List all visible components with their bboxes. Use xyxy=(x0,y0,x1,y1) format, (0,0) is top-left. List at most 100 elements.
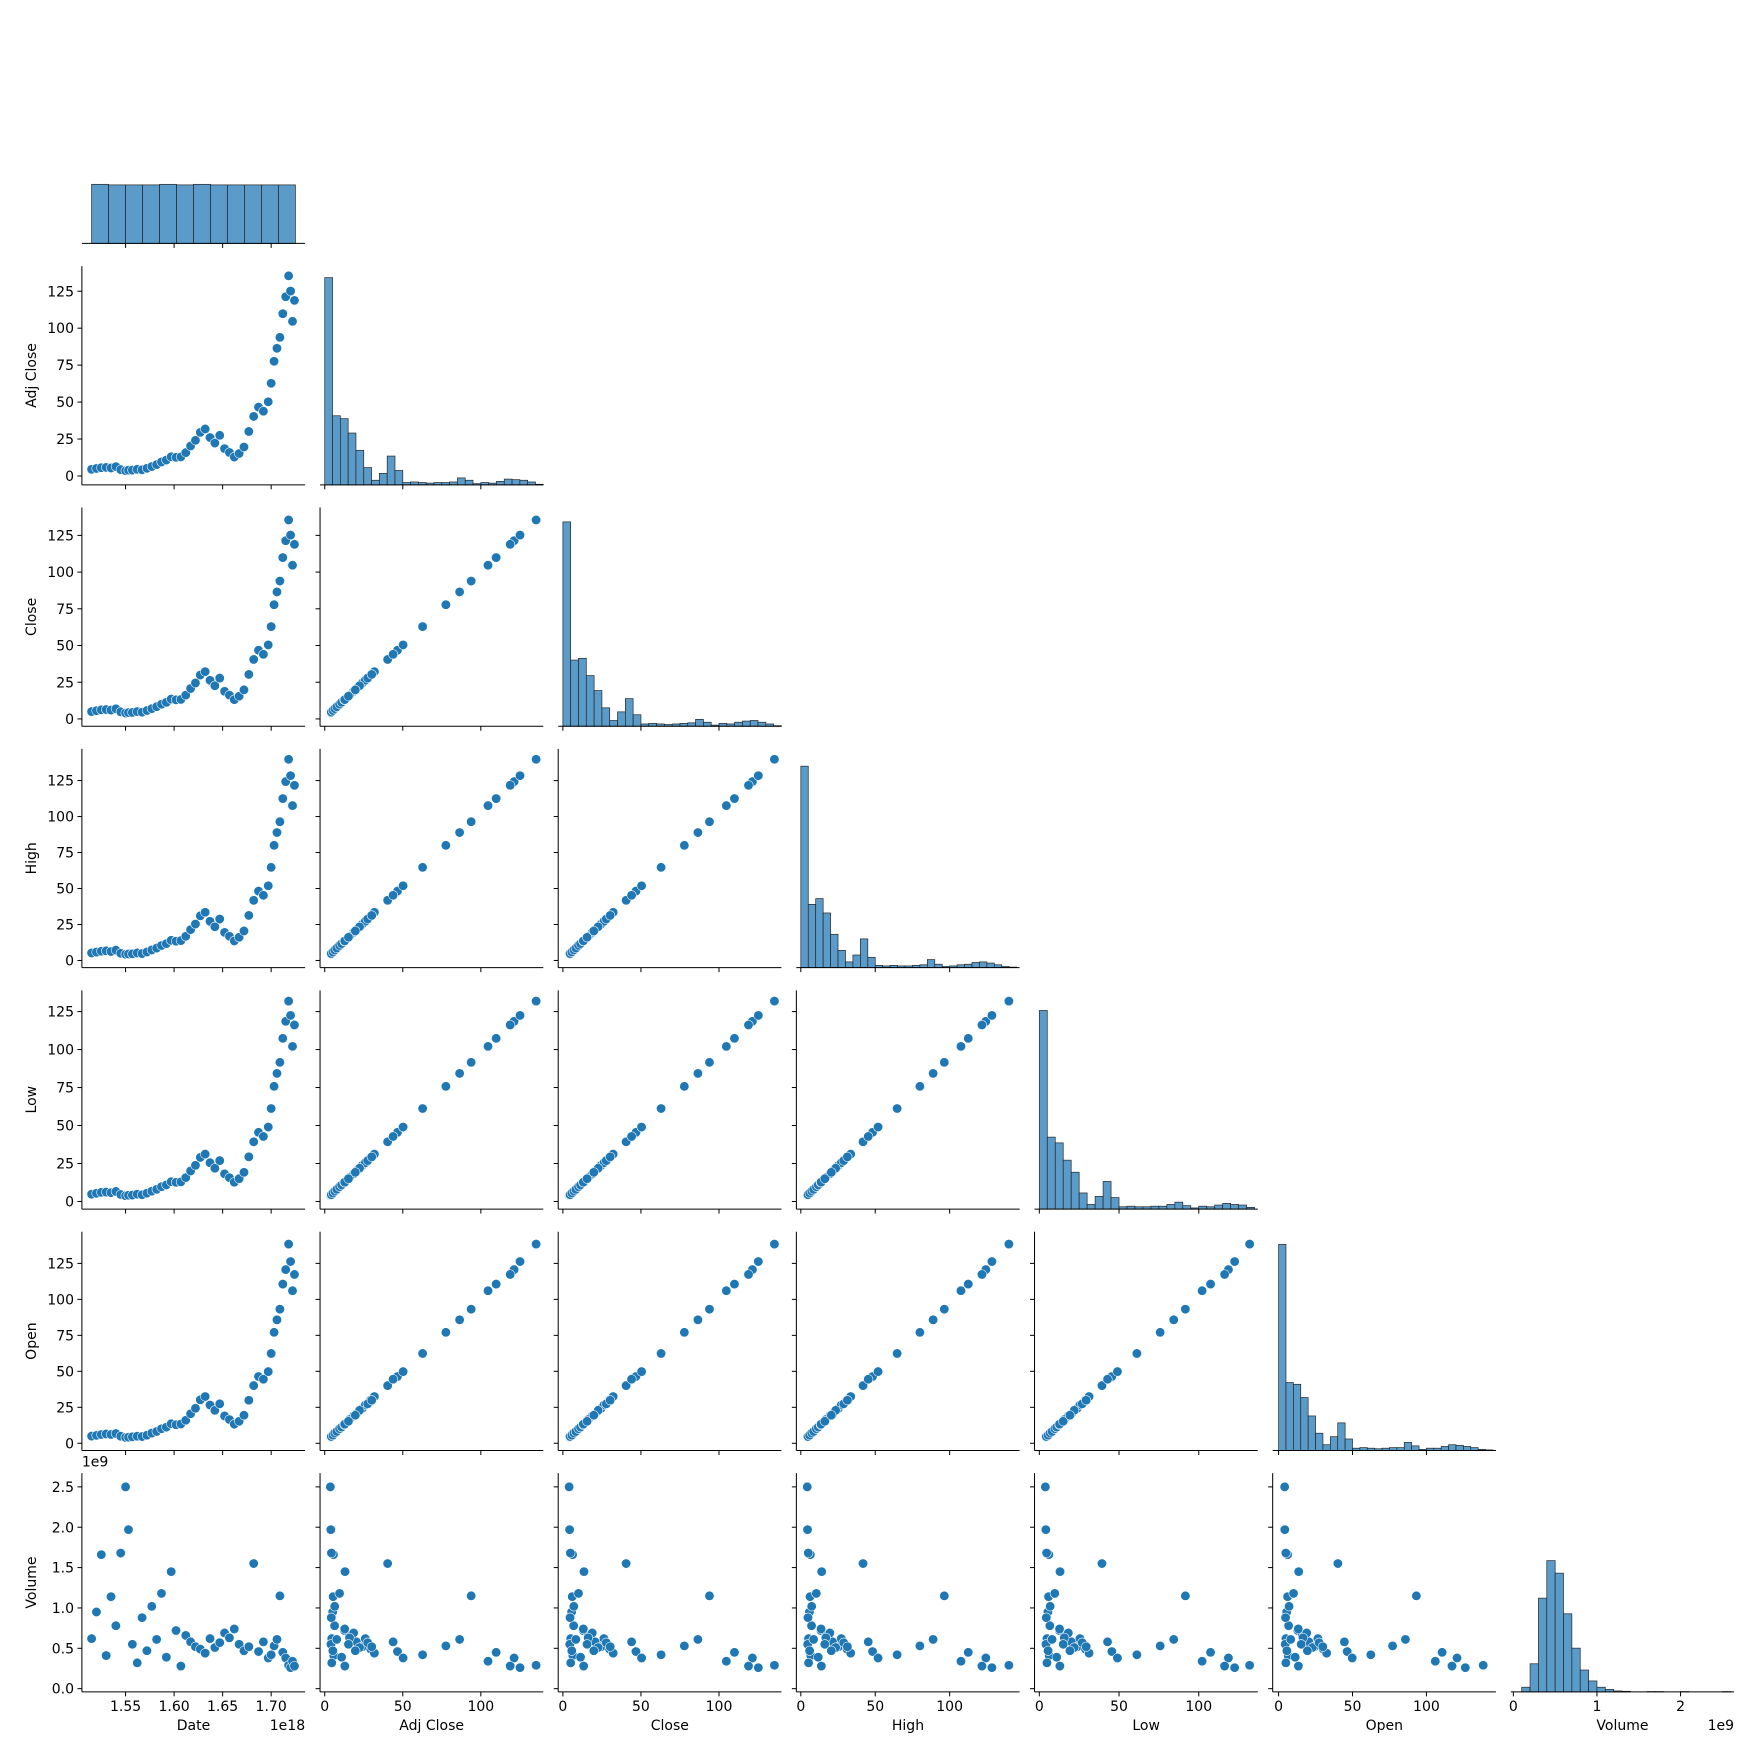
scatter-point xyxy=(679,1081,690,1092)
scatter-point xyxy=(803,1548,814,1559)
scatter-point xyxy=(1045,1601,1056,1612)
scatter-point xyxy=(325,1524,336,1535)
scatter-point xyxy=(466,576,477,587)
histogram-bar xyxy=(1571,1647,1581,1693)
scatter-point xyxy=(582,1416,593,1427)
scatter-point xyxy=(209,1163,220,1174)
scatter-point xyxy=(1284,1601,1295,1612)
histogram-bar xyxy=(749,720,759,727)
histogram-bar xyxy=(193,183,211,244)
scatter-point xyxy=(578,1661,589,1672)
scatter-point xyxy=(769,754,780,765)
scatter-point xyxy=(1219,1269,1230,1280)
y-tick-label: 25 xyxy=(56,675,74,691)
scatter-point xyxy=(863,1131,874,1142)
histogram-bar xyxy=(562,521,572,727)
scatter-point xyxy=(963,1279,974,1290)
scatter-point xyxy=(263,639,274,650)
scatter-point xyxy=(1197,1285,1208,1296)
histogram-bar xyxy=(1094,1196,1104,1210)
scatter-point xyxy=(366,1641,377,1652)
scatter-point xyxy=(398,880,409,891)
scatter-point xyxy=(1452,1652,1463,1663)
scatter-point xyxy=(1155,1327,1166,1338)
scatter-point xyxy=(679,840,690,851)
y-tick-label: 0.0 xyxy=(52,1682,74,1698)
y-tick-label: 0 xyxy=(65,469,74,485)
scatter-point xyxy=(939,1590,950,1601)
scatter-point xyxy=(636,1122,647,1133)
y-tick-label: 100 xyxy=(47,810,74,826)
y-tick-label: 75 xyxy=(56,846,74,862)
scatter-point xyxy=(769,1660,780,1671)
histogram-bar xyxy=(971,962,980,968)
x-tick-label: 0 xyxy=(558,1699,567,1715)
scatter-point xyxy=(729,1279,740,1290)
histogram-bar xyxy=(1329,1436,1339,1451)
histogram-bar xyxy=(1054,1142,1064,1210)
scatter-point xyxy=(819,1639,830,1650)
histogram-bar xyxy=(1455,1444,1464,1451)
scatter-point xyxy=(505,539,516,550)
scatter-point xyxy=(1280,1657,1291,1668)
scatter-point xyxy=(243,1395,254,1406)
scatter-point xyxy=(630,1646,641,1657)
scatter-point xyxy=(1205,1279,1216,1290)
scatter-point xyxy=(564,1524,575,1535)
scatter-point xyxy=(283,514,294,525)
histogram-bar xyxy=(624,698,634,727)
histogram-bar xyxy=(1463,1446,1472,1451)
scatter-point xyxy=(86,1633,97,1644)
scatter-point xyxy=(1058,1416,1069,1427)
scatter-point xyxy=(326,1612,337,1623)
scatter-point xyxy=(287,800,298,811)
scatter-point xyxy=(692,1068,703,1079)
scatter-point xyxy=(106,1591,117,1602)
scatter-point xyxy=(842,1641,853,1652)
scatter-point xyxy=(277,793,288,804)
scatter-point xyxy=(325,1481,336,1492)
y-axis-label: High xyxy=(24,842,40,874)
scatter-point xyxy=(747,1652,758,1663)
scatter-point xyxy=(258,406,269,417)
histogram-bar xyxy=(734,721,743,727)
scatter-point xyxy=(1332,1558,1343,1569)
scatter-point xyxy=(1047,1634,1058,1645)
scatter-point xyxy=(209,438,220,449)
scatter-point xyxy=(285,1256,296,1267)
scatter-point xyxy=(180,1172,191,1183)
x-tick-label: 100 xyxy=(936,1699,963,1715)
scatter-point xyxy=(568,1601,579,1612)
scatter-point xyxy=(366,669,377,680)
scatter-point xyxy=(1296,1639,1307,1650)
scatter-point xyxy=(266,1649,277,1660)
scatter-point xyxy=(243,669,254,680)
scatter-point xyxy=(388,649,399,660)
scatter-point xyxy=(417,1103,428,1114)
y-tick-label: 25 xyxy=(56,1400,74,1416)
scatter-point xyxy=(326,1657,337,1668)
y-tick-label: 100 xyxy=(47,321,74,337)
scatter-point xyxy=(483,1041,494,1052)
scatter-point xyxy=(892,1348,903,1359)
scatter-point xyxy=(626,1636,637,1647)
scatter-point xyxy=(343,1173,354,1184)
scatter-point xyxy=(1293,1623,1304,1634)
x-tick-label: 1.55 xyxy=(110,1699,141,1715)
scatter-point xyxy=(289,1269,300,1280)
scatter-point xyxy=(336,1652,347,1663)
histogram-bar xyxy=(210,184,228,244)
scatter-point xyxy=(743,1019,754,1030)
scatter-point xyxy=(863,1374,874,1385)
scatter-point xyxy=(96,1549,107,1560)
scatter-point xyxy=(1279,1524,1290,1535)
scatter-point xyxy=(285,530,296,541)
histogram-bar xyxy=(386,455,396,486)
scatter-point xyxy=(1437,1647,1448,1658)
scatter-point xyxy=(289,780,300,791)
scatter-point xyxy=(1223,1652,1234,1663)
scatter-point xyxy=(573,1588,584,1599)
scatter-point xyxy=(190,1403,201,1414)
scatter-point xyxy=(605,910,616,921)
